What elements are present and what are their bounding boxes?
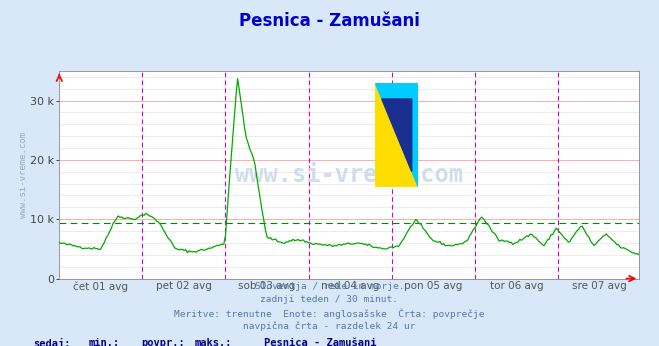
Text: sedaj:: sedaj: [33, 338, 71, 346]
Polygon shape [382, 99, 412, 172]
Text: Pesnica - Zamušani: Pesnica - Zamušani [264, 338, 376, 346]
Text: www.si-vreme.com: www.si-vreme.com [18, 132, 28, 218]
Text: Slovenija / reke in morje.: Slovenija / reke in morje. [255, 282, 404, 291]
Text: Meritve: trenutne  Enote: anglosašske  Črta: povprečje: Meritve: trenutne Enote: anglosašske Črt… [174, 308, 485, 319]
Text: www.si-vreme.com: www.si-vreme.com [235, 163, 463, 187]
Text: zadnji teden / 30 minut.: zadnji teden / 30 minut. [260, 295, 399, 304]
Text: min.:: min.: [89, 338, 120, 346]
Text: Pesnica - Zamušani: Pesnica - Zamušani [239, 12, 420, 30]
Text: navpična črta - razdelek 24 ur: navpična črta - razdelek 24 ur [243, 321, 416, 331]
Polygon shape [376, 83, 418, 187]
Text: povpr.:: povpr.: [142, 338, 185, 346]
Polygon shape [376, 83, 418, 187]
Text: maks.:: maks.: [194, 338, 232, 346]
